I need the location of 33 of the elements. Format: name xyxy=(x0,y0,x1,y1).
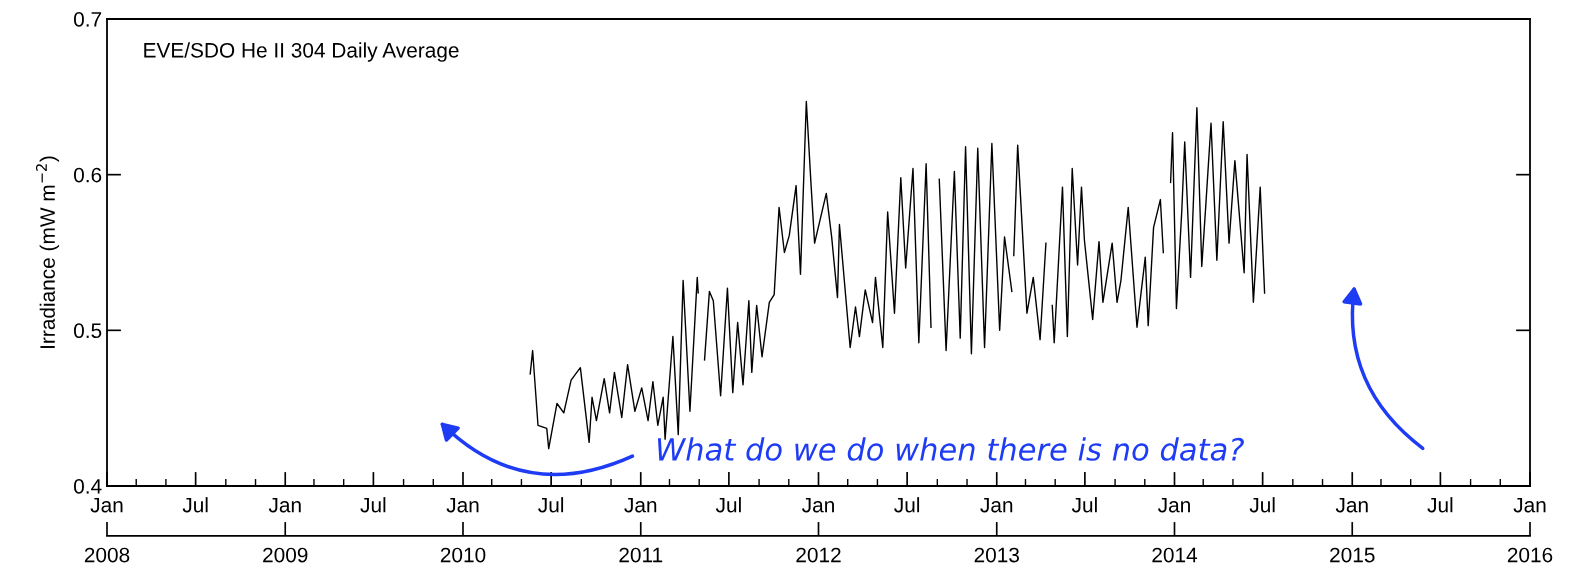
x-tick-label: Jan xyxy=(980,497,1013,513)
x2-tick-label: 2014 xyxy=(1152,547,1198,563)
y-tick-label: 0.7 xyxy=(73,12,102,27)
x2-tick-label: 2013 xyxy=(974,547,1019,563)
x-tick-label: Jan xyxy=(1513,497,1546,513)
x2-tick-label: 2009 xyxy=(263,547,308,563)
x-tick-label: Jan xyxy=(1335,497,1368,513)
x-tick-label: Jul xyxy=(715,497,741,513)
x-tick-label: Jul xyxy=(1249,497,1275,513)
x2-tick-label: 2016 xyxy=(1507,547,1553,563)
y-tick-label: 0.5 xyxy=(73,323,102,339)
x-tick-label: Jul xyxy=(538,497,564,513)
x-tick-label: Jul xyxy=(360,497,386,513)
x-tick-label: Jan xyxy=(268,497,301,513)
x-tick-label: Jan xyxy=(624,497,657,513)
x-tick-label: Jul xyxy=(1427,497,1453,513)
x-tick-label: Jan xyxy=(90,497,123,513)
x-tick-label: Jan xyxy=(1158,497,1190,513)
x-tick-label: Jul xyxy=(1071,497,1097,513)
x2-tick-label: 2011 xyxy=(619,547,663,563)
x-tick-label: Jan xyxy=(446,497,479,513)
x-tick-label: Jan xyxy=(802,497,834,513)
y-tick-label: 0.6 xyxy=(73,167,102,183)
x2-tick-label: 2015 xyxy=(1330,547,1375,563)
x2-tick-label: 2010 xyxy=(440,547,486,563)
x-tick-label: Jul xyxy=(182,497,208,513)
x2-tick-label: 2008 xyxy=(84,547,130,563)
text: EVE/SDO He II 304 Daily Average xyxy=(144,42,459,62)
y-axis-title: Irradiance (mW m$^{−2}$) xyxy=(35,156,60,348)
x-tick-label: Jul xyxy=(894,497,920,513)
y-tick-label: 0.4 xyxy=(73,479,102,494)
annotation: What do we do when there is no data? xyxy=(657,437,1244,461)
x2-tick-label: 2012 xyxy=(796,547,841,563)
